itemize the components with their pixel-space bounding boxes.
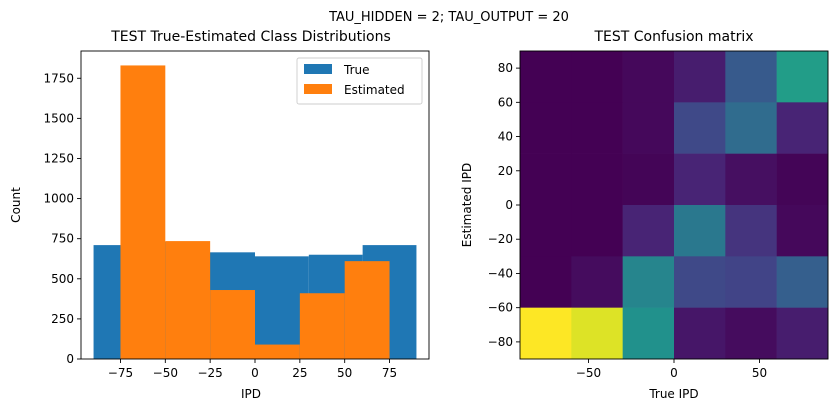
- legend-label-estimated: Estimated: [344, 83, 405, 97]
- histogram-ytick-label: 1500: [43, 111, 74, 125]
- confusion-ytick-label: 0: [505, 198, 513, 212]
- confusion-cell-r0-c5: [776, 51, 829, 103]
- confusion-cell-r3-c5: [776, 205, 829, 257]
- confusion-cell-r4-c4: [725, 256, 777, 308]
- histogram-xlabel: IPD: [241, 387, 261, 401]
- estimated-bar-5: [344, 261, 390, 359]
- confusion-matrix-ylabel: Estimated IPD: [460, 163, 474, 247]
- confusion-cell-r1-c5: [776, 102, 829, 154]
- estimated-bar-1: [165, 241, 211, 359]
- true-bar-3: [255, 256, 309, 359]
- confusion-cell-r4-c3: [674, 256, 726, 308]
- histogram-ytick-label: 250: [51, 312, 74, 326]
- histogram-xtick-label: −50: [153, 366, 178, 380]
- confusion-cell-r5-c1: [571, 307, 623, 360]
- histogram-ylabel: Count: [9, 187, 23, 223]
- confusion-cell-r5-c3: [674, 307, 726, 360]
- suptitle: TAU_HIDDEN = 2; TAU_OUTPUT = 20: [328, 10, 569, 25]
- confusion-cell-r1-c2: [622, 102, 675, 154]
- confusion-ytick-label: −20: [488, 232, 513, 246]
- histogram-xtick-label: −75: [108, 366, 133, 380]
- histogram-title: TEST True-Estimated Class Distributions: [110, 29, 391, 45]
- confusion-cell-r4-c5: [776, 256, 829, 308]
- confusion-xtick-label: 0: [670, 366, 678, 380]
- histogram-ytick-label: 0: [66, 352, 74, 366]
- confusion-cell-r4-c0: [520, 256, 572, 308]
- legend-swatch-true: [304, 64, 332, 74]
- confusion-matrix-xlabel: True IPD: [648, 387, 698, 401]
- confusion-cell-r0-c0: [520, 51, 572, 103]
- confusion-cell-r5-c4: [725, 307, 777, 360]
- confusion-xtick-label: 50: [752, 366, 767, 380]
- histogram-chart: TEST True-Estimated Class Distributions …: [9, 29, 430, 401]
- confusion-ytick-label: 60: [498, 95, 513, 109]
- confusion-cell-r4-c2: [622, 256, 675, 308]
- histogram-xtick-label: 75: [382, 366, 397, 380]
- histogram-ytick-label: 1000: [43, 192, 74, 206]
- confusion-cell-r2-c4: [725, 153, 777, 206]
- confusion-cell-r3-c2: [622, 205, 675, 257]
- confusion-cell-r5-c2: [622, 307, 675, 360]
- confusion-cell-r4-c1: [571, 256, 623, 308]
- confusion-cell-r1-c4: [725, 102, 777, 154]
- confusion-cell-r1-c0: [520, 102, 572, 154]
- confusion-cell-r5-c5: [776, 307, 829, 360]
- confusion-cell-r2-c1: [571, 153, 623, 206]
- histogram-legend: True Estimated: [296, 57, 423, 105]
- legend-label-true: True: [343, 63, 370, 77]
- estimated-bar-0: [120, 65, 166, 359]
- confusion-cell-r1-c3: [674, 102, 726, 154]
- confusion-cell-r5-c0: [520, 307, 572, 360]
- histogram-ytick-label: 750: [51, 232, 74, 246]
- confusion-cell-r3-c0: [520, 205, 572, 257]
- confusion-cell-r2-c3: [674, 153, 726, 206]
- estimated-bar-4: [299, 293, 345, 359]
- histogram-xtick-label: 25: [292, 366, 307, 380]
- confusion-cell-r2-c2: [622, 153, 675, 206]
- confusion-ytick-label: −60: [488, 301, 513, 315]
- confusion-matrix-chart: TEST Confusion matrix −50 0 50 −80 −60 −40 −2…: [460, 29, 829, 401]
- legend-swatch-estimated: [304, 84, 332, 94]
- histogram-ytick-label: 1250: [43, 151, 74, 165]
- confusion-cell-r0-c1: [571, 51, 623, 103]
- confusion-ytick-label: 20: [498, 164, 513, 178]
- confusion-cell-r0-c2: [622, 51, 675, 103]
- histogram-ytick-label: 1750: [43, 71, 74, 85]
- confusion-xtick-label: −50: [576, 366, 601, 380]
- histogram-xtick-label: −25: [197, 366, 222, 380]
- histogram-xtick-label: 0: [251, 366, 259, 380]
- confusion-cell-r2-c0: [520, 153, 572, 206]
- confusion-ytick-label: −80: [488, 335, 513, 349]
- confusion-cell-r1-c1: [571, 102, 623, 154]
- confusion-matrix-title: TEST Confusion matrix: [593, 29, 753, 45]
- confusion-cell-r3-c3: [674, 205, 726, 257]
- estimated-bar-3: [255, 344, 300, 359]
- confusion-cell-r2-c5: [776, 153, 829, 206]
- confusion-cell-r3-c4: [725, 205, 777, 257]
- estimated-bar-2: [210, 290, 255, 359]
- confusion-cell-r0-c3: [674, 51, 726, 103]
- confusion-ytick-label: −40: [488, 266, 513, 280]
- histogram-xtick-label: 50: [337, 366, 352, 380]
- confusion-ytick-label: 40: [498, 130, 513, 144]
- confusion-cell-r3-c1: [571, 205, 623, 257]
- confusion-ytick-label: 80: [498, 61, 513, 75]
- confusion-cell-r0-c4: [725, 51, 777, 103]
- histogram-ytick-label: 500: [51, 272, 74, 286]
